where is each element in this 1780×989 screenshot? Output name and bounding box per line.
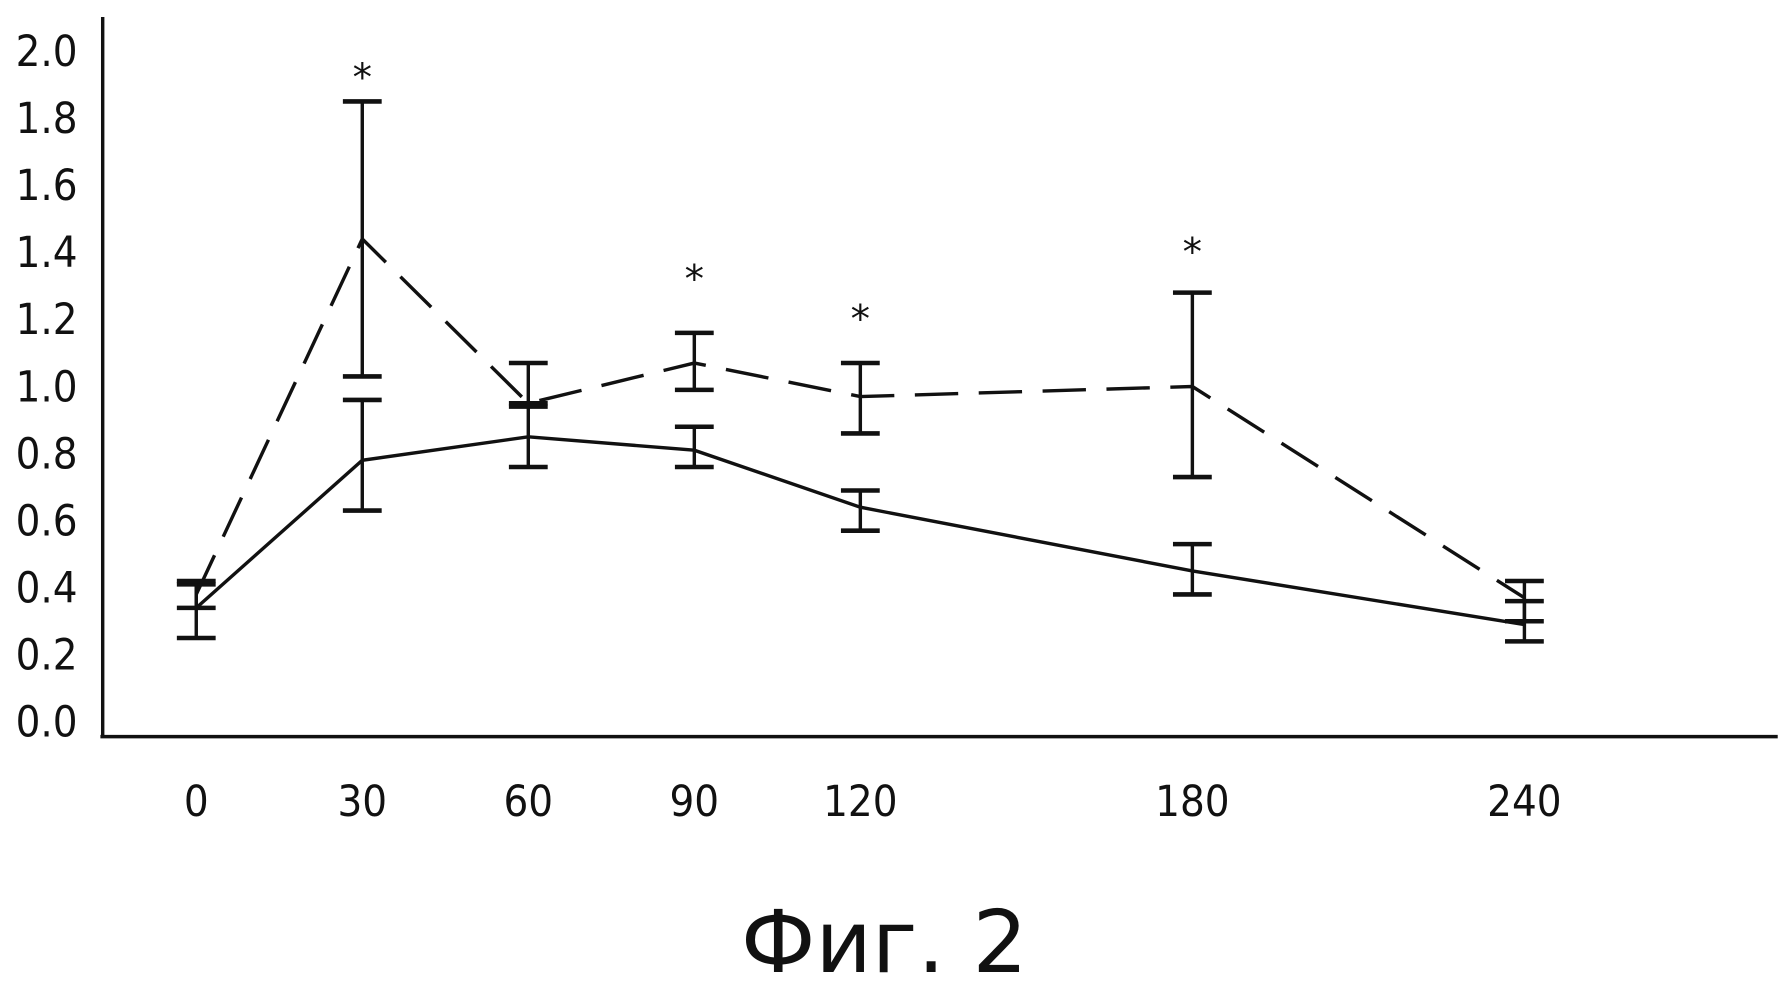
- error-bar: [508, 360, 548, 406]
- x-tick-label: 0: [184, 777, 209, 827]
- y-tick-label: 1.8: [16, 94, 78, 144]
- figure-caption: Фиг. 2: [741, 893, 1028, 989]
- y-tick-label: 2.0: [16, 27, 78, 77]
- error-bar: [342, 397, 382, 513]
- significance-asterisk: *: [851, 297, 870, 342]
- significance-asterisk: *: [685, 257, 704, 302]
- y-tick-label: 0.0: [16, 698, 78, 748]
- error-bar: [674, 330, 714, 393]
- error-bar: [840, 360, 880, 436]
- error-bar: [1172, 541, 1212, 597]
- y-tick-label: 1.6: [16, 161, 78, 211]
- x-tick-label: 30: [337, 777, 387, 827]
- error-bar: [1172, 290, 1212, 480]
- error-bar: [1505, 578, 1544, 624]
- x-tick-label: 240: [1487, 777, 1561, 827]
- x-tick-label: 60: [503, 777, 553, 827]
- error-bar: [840, 488, 880, 533]
- error-bar: [674, 424, 714, 470]
- y-tick-label: 1.2: [16, 295, 78, 345]
- y-tick-label: 0.4: [16, 564, 78, 614]
- x-tick-label: 120: [823, 777, 897, 827]
- significance-asterisk: *: [1183, 230, 1202, 275]
- series-solid: [176, 397, 1544, 644]
- y-tick-label: 1.4: [16, 228, 78, 278]
- y-tick-label: 0.6: [16, 496, 78, 546]
- significance-asterisk: *: [353, 56, 372, 101]
- x-tick-label: 90: [670, 777, 720, 827]
- x-tick-label: 180: [1155, 777, 1229, 827]
- y-tick-label: 0.2: [16, 631, 78, 681]
- y-tick-label: 1.0: [16, 362, 78, 412]
- series-dashed: [176, 99, 1544, 624]
- y-tick-label: 0.8: [16, 429, 78, 479]
